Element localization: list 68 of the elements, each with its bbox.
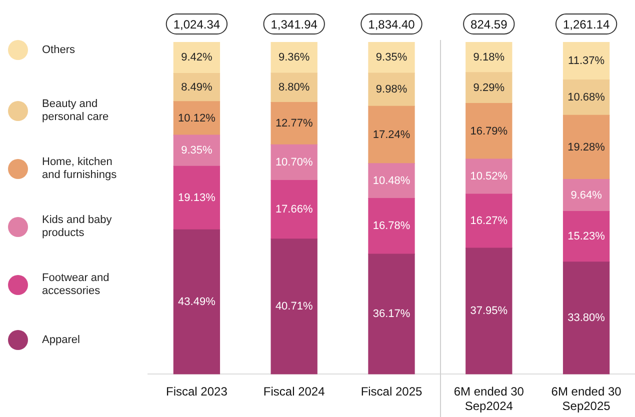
bar — [466, 248, 512, 374]
bar — [562, 262, 610, 374]
legend-label: Beauty and personal care — [42, 98, 110, 124]
bar — [562, 42, 610, 80]
bar — [173, 101, 220, 136]
data-label: 10.48% — [372, 174, 410, 187]
bar — [173, 166, 220, 230]
data-label: 19.28% — [568, 141, 606, 154]
bar — [270, 238, 318, 374]
data-label: 40.71% — [275, 300, 313, 313]
annotation: 1,024.34 — [173, 17, 220, 32]
bar — [562, 210, 610, 262]
legend-label: Footwear and accessories — [42, 272, 110, 298]
x-tick-label: 6M ended 30 Sep2025 — [551, 384, 622, 414]
bar — [270, 180, 318, 240]
data-label: 10.70% — [275, 156, 313, 169]
legend-label: Home, kitchen and furnishings — [42, 156, 118, 182]
bar — [368, 163, 415, 199]
annotation: 1,834.40 — [368, 17, 416, 32]
data-label: 16.78% — [372, 220, 410, 232]
data-label: 15.23% — [568, 230, 606, 243]
data-label: 11.37% — [568, 54, 605, 67]
data-label: 43.49% — [178, 296, 216, 308]
legend-label: Others — [42, 44, 76, 56]
bar — [466, 103, 512, 160]
data-label: 8.80% — [278, 82, 310, 94]
annotation: 1,261.14 — [562, 17, 610, 32]
legend-label: Apparel — [42, 334, 80, 346]
data-label: 10.52% — [470, 170, 508, 183]
data-label: 19.13% — [178, 192, 216, 204]
bar — [173, 42, 220, 74]
bar — [368, 106, 415, 164]
annotation: 824.59 — [470, 17, 508, 32]
data-label: 17.24% — [372, 128, 410, 141]
data-label: 9.18% — [473, 51, 505, 64]
data-label: 10.12% — [178, 112, 216, 124]
data-label: 17.66% — [275, 204, 313, 216]
data-label: 37.95% — [470, 305, 508, 318]
x-tick-label: 6M ended 30 Sep2024 — [454, 384, 524, 414]
bar — [270, 102, 318, 146]
bar — [368, 72, 415, 107]
bar — [466, 194, 512, 248]
bar — [270, 144, 318, 181]
data-label: 9.64% — [570, 189, 602, 202]
bar — [368, 198, 415, 254]
bar — [173, 229, 220, 374]
data-label: 9.36% — [278, 52, 310, 64]
data-label: 9.29% — [473, 82, 505, 94]
data-label: 16.27% — [470, 215, 508, 228]
data-label: 9.98% — [376, 84, 408, 96]
bar — [562, 178, 610, 212]
legend-label: Kids and baby products — [42, 214, 113, 240]
data-label: 10.68% — [568, 92, 606, 104]
bar — [466, 158, 512, 194]
data-label: 36.17% — [372, 308, 410, 320]
annotation: 1,341.94 — [270, 17, 318, 32]
bar — [562, 114, 610, 180]
data-label: 16.79% — [470, 125, 508, 138]
data-label: 12.77% — [275, 118, 313, 130]
data-label: 33.80% — [568, 312, 606, 324]
data-label: 9.35% — [376, 52, 408, 64]
x-tick-label: Fiscal 2024 — [263, 384, 326, 399]
bar — [368, 254, 415, 374]
x-tick-label: Fiscal 2023 — [166, 384, 228, 399]
data-label: 9.42% — [181, 52, 213, 64]
data-label: 8.49% — [181, 81, 213, 94]
data-label: 9.35% — [181, 144, 213, 157]
x-tick-label: Fiscal 2025 — [360, 384, 423, 399]
